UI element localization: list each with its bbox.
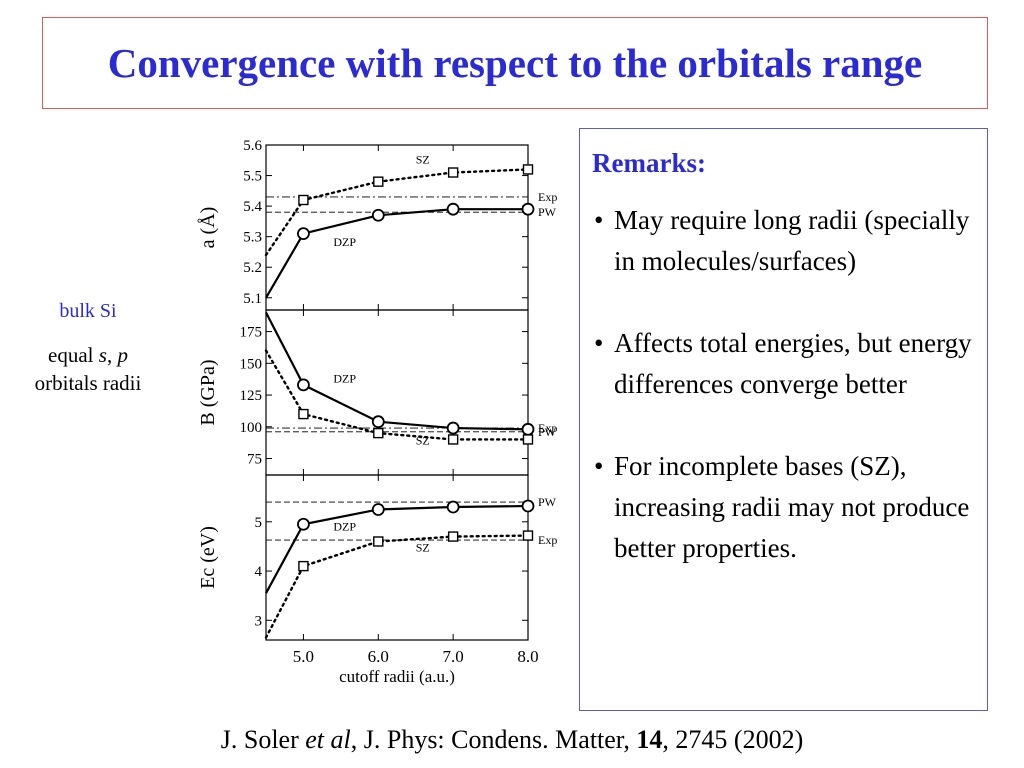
- slide-title: Convergence with respect to the orbitals…: [107, 40, 923, 86]
- data-point-sz: [522, 434, 534, 445]
- data-point-dzp: [297, 378, 310, 392]
- data-point-sz: [447, 434, 459, 445]
- bulk-label: bulk Si: [59, 300, 117, 322]
- orbitals-note: equal s, p orbitals radii: [8, 341, 168, 397]
- data-point-dzp: [521, 422, 535, 436]
- data-point-sz: [373, 176, 384, 187]
- data-point-sz: [447, 167, 459, 178]
- remarks-list: May require long radii (specially in mol…: [592, 200, 975, 569]
- data-point-dzp: [446, 202, 460, 216]
- data-point-dzp: [521, 202, 535, 216]
- series-line-sz: [264, 349, 530, 441]
- plot-frame: [265, 474, 529, 641]
- reference-label-exp: Exp: [538, 190, 557, 204]
- series-annotation-sz: SZ: [416, 540, 430, 554]
- left-note: bulk Si equal s, p orbitals radii: [8, 300, 168, 397]
- x-axis-label: cutoff radii (a.u.): [339, 667, 455, 686]
- y-tick-label: 150: [240, 356, 263, 372]
- data-point-dzp: [521, 499, 535, 513]
- data-point-dzp: [371, 503, 385, 516]
- reference-label-pw: PW: [538, 495, 557, 509]
- remark-item: For incomplete bases (SZ), increasing ra…: [592, 446, 975, 569]
- x-tick-label: 7.0: [443, 647, 464, 666]
- y-tick-label: 5.5: [243, 169, 262, 185]
- y-tick-label: 75: [247, 452, 262, 468]
- y-tick-label: 5.4: [243, 199, 262, 215]
- convergence-charts: 5.15.25.35.45.55.6a (Å)ExpPWSZDZP7510012…: [197, 138, 557, 686]
- equal-text: equal: [48, 343, 99, 367]
- y-axis-label: a (Å): [197, 207, 219, 249]
- y-tick-label: 3: [255, 613, 263, 629]
- remark-item: Affects total energies, but energy diffe…: [592, 323, 975, 405]
- series-annotation-sz: SZ: [416, 152, 430, 166]
- citation-journal: , J. Phys: Condens. Matter,: [350, 725, 637, 754]
- remark-item: May require long radii (specially in mol…: [592, 200, 975, 282]
- y-tick-label: 125: [240, 388, 263, 404]
- remarks-box: Remarks: May require long radii (special…: [579, 128, 988, 711]
- reference-label-pw: PW: [538, 425, 557, 439]
- y-tick-label: 5.1: [243, 291, 262, 307]
- citation-volume: 14: [636, 725, 663, 754]
- series-annotation-dzp: DZP: [333, 520, 356, 534]
- data-point-sz: [522, 530, 534, 541]
- p-label: p: [117, 343, 128, 367]
- s-label: s: [98, 343, 107, 367]
- x-tick-label: 6.0: [368, 647, 389, 666]
- y-tick-label: 5.3: [243, 230, 262, 246]
- remarks-heading: Remarks:: [592, 148, 706, 178]
- data-point-sz: [373, 536, 384, 547]
- x-tick-label: 8.0: [517, 647, 538, 666]
- reference-label-exp: Exp: [538, 421, 557, 435]
- data-point-dzp: [297, 227, 310, 241]
- citation-author: J. Soler: [220, 725, 306, 754]
- data-point-sz: [298, 408, 309, 420]
- data-point-dzp: [371, 415, 385, 429]
- chart-panel-3: 3 4 5 Ec (eV) PW Exp DZP SZ 5.0 6.0 7.0 8.0 cutoff r…: [197, 474, 557, 686]
- series-line-sz: [264, 534, 530, 639]
- y-tick-label: 5.6: [243, 138, 262, 154]
- data-point-sz: [447, 531, 459, 542]
- title-box: Convergence with respect to the orbitals…: [42, 17, 988, 109]
- y-tick-label: 5: [255, 515, 263, 531]
- y-tick-label: 4: [255, 564, 263, 580]
- data-point-dzp: [446, 421, 460, 435]
- series-line-dzp: [265, 208, 528, 299]
- citation-rest: , 2745 (2002): [662, 725, 804, 754]
- citation: J. Soler et al, J. Phys: Condens. Matter…: [0, 725, 1024, 755]
- series-annotation-sz: SZ: [416, 434, 430, 448]
- y-tick-label: 100: [240, 420, 263, 436]
- data-point-sz: [522, 164, 534, 175]
- data-point-dzp: [446, 500, 460, 514]
- citation-etal: et al: [305, 725, 351, 754]
- data-point-sz: [298, 560, 309, 572]
- data-point-sz: [298, 194, 309, 206]
- y-tick-label: 175: [240, 325, 263, 341]
- orbitals-radii-text: orbitals radii: [34, 371, 142, 395]
- series-annotation-dzp: DZP: [333, 371, 356, 385]
- data-point-dzp: [297, 517, 310, 531]
- y-axis-label: B (GPa): [197, 359, 219, 425]
- series-annotation-dzp: DZP: [333, 235, 356, 249]
- comma-text: ,: [106, 343, 118, 367]
- x-tick-label: 5.0: [293, 647, 314, 666]
- plot-frame: [265, 309, 529, 476]
- reference-label-exp: Exp: [538, 533, 557, 547]
- data-point-sz: [373, 427, 384, 439]
- data-point-dzp: [371, 208, 385, 222]
- reference-label-pw: PW: [538, 205, 557, 219]
- y-axis-label: Ec (eV): [197, 526, 219, 589]
- y-tick-label: 5.2: [243, 260, 262, 276]
